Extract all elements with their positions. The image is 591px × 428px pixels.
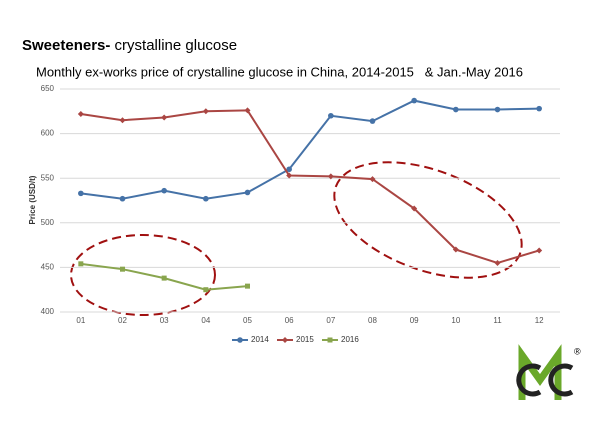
marker xyxy=(119,195,126,202)
marker xyxy=(244,189,251,196)
marker xyxy=(78,261,84,267)
series-line xyxy=(80,109,540,264)
marker xyxy=(494,259,501,266)
y-tick-label: 500 xyxy=(41,218,55,227)
marker xyxy=(411,97,417,104)
x-tick-label: 03 xyxy=(160,316,169,325)
marker xyxy=(452,246,459,253)
marker xyxy=(536,247,543,254)
y-tick-label: 450 xyxy=(41,263,55,272)
marker xyxy=(77,110,84,117)
marker xyxy=(119,117,126,124)
marker xyxy=(327,337,333,343)
x-tick-label: 06 xyxy=(285,316,294,325)
x-tick-label: 04 xyxy=(201,316,210,325)
y-tick-label: 600 xyxy=(41,129,55,138)
marker xyxy=(494,106,501,113)
y-tick-label: 550 xyxy=(41,173,55,182)
logo: ® xyxy=(516,344,581,400)
x-tick-label: 09 xyxy=(410,316,419,325)
x-tick-label: 02 xyxy=(118,316,127,325)
marker xyxy=(286,166,292,173)
marker xyxy=(237,337,243,343)
y-tick-label: 400 xyxy=(41,307,55,316)
marker xyxy=(203,287,209,293)
marker xyxy=(369,118,376,124)
marker xyxy=(161,275,167,281)
x-tick-label: 05 xyxy=(243,316,252,325)
marker xyxy=(120,266,125,272)
series-line xyxy=(80,99,540,200)
highlight-ellipse xyxy=(333,161,523,279)
marker xyxy=(161,187,167,194)
logo-registered: ® xyxy=(574,346,581,356)
title-bold: Sweeteners- xyxy=(22,37,110,54)
y-axis-label: Price (USD/t) xyxy=(28,175,37,224)
legend-label: 2014 xyxy=(251,335,269,344)
marker xyxy=(536,105,542,112)
x-tick-label: 12 xyxy=(535,316,544,325)
logo-c xyxy=(548,363,574,397)
x-tick-label: 08 xyxy=(368,316,377,325)
marker xyxy=(161,114,168,121)
x-tick-label: 11 xyxy=(493,316,502,325)
marker xyxy=(453,106,459,113)
marker xyxy=(286,172,293,179)
highlight-ellipse xyxy=(70,234,216,316)
marker xyxy=(78,190,84,197)
marker xyxy=(202,108,209,115)
title-rest: crystalline glucose xyxy=(115,37,238,54)
marker xyxy=(328,112,334,119)
legend-label: 2015 xyxy=(296,335,314,344)
marker xyxy=(327,173,334,180)
marker xyxy=(282,337,288,343)
chart-title: Sweeteners- crystalline glucose xyxy=(22,37,237,54)
marker xyxy=(203,195,209,202)
x-tick-label: 10 xyxy=(451,316,460,325)
chart-subtitle: Monthly ex-works price of crystalline gl… xyxy=(36,64,523,79)
marker xyxy=(411,205,418,212)
y-tick-label: 650 xyxy=(41,84,55,93)
x-tick-label: 07 xyxy=(326,316,335,325)
legend-label: 2016 xyxy=(341,335,359,344)
x-tick-label: 01 xyxy=(76,316,85,325)
logo-c xyxy=(516,363,542,397)
marker xyxy=(244,107,251,114)
marker xyxy=(245,283,250,289)
marker xyxy=(369,176,376,183)
